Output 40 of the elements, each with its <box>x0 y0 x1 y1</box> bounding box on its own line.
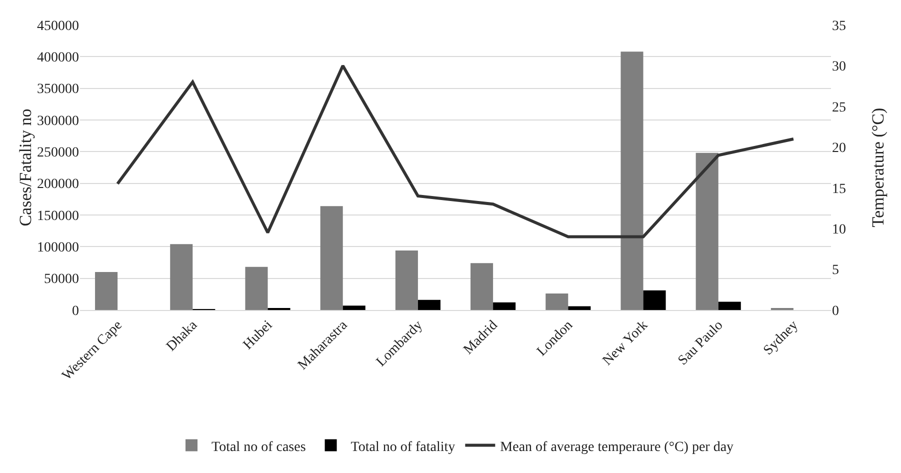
y2-tick-label: 30 <box>832 60 846 75</box>
bar <box>493 302 516 310</box>
bar <box>95 272 118 310</box>
bar <box>470 263 494 310</box>
y2-tick-label: 20 <box>832 141 846 156</box>
y-tick-label: 100000 <box>37 240 79 256</box>
bar <box>643 290 666 310</box>
bar <box>620 52 644 310</box>
bar <box>320 206 343 310</box>
line-series <box>116 64 795 238</box>
y2-tick-label: 10 <box>832 222 846 238</box>
bar <box>568 306 591 310</box>
bar <box>546 294 568 310</box>
y2-tick-label: 35 <box>832 18 846 34</box>
y2-tick-label: 25 <box>832 100 846 116</box>
bar <box>342 306 366 310</box>
y-axis-title: Cases/Fatality no <box>16 108 35 226</box>
bar <box>418 300 440 310</box>
legend-label: Total no of fatality <box>350 440 456 455</box>
y-tick-label: 300000 <box>37 114 79 129</box>
y-tick-label: 0 <box>72 304 79 319</box>
legend-label: Total no of cases <box>212 440 306 455</box>
x-tick-label: New York <box>600 318 652 369</box>
y2-tick-label: 5 <box>832 263 839 278</box>
y2-tick-label: 15 <box>832 182 846 197</box>
y-tick-label: 50000 <box>44 272 79 288</box>
y-tick-label: 250000 <box>37 146 79 161</box>
y-tick-label: 200000 <box>37 177 79 192</box>
y2-axis-title: Temperature (°C) <box>868 108 888 228</box>
y-tick-label: 350000 <box>37 82 79 98</box>
bar <box>170 244 193 310</box>
y-tick-label: 450000 <box>37 18 79 34</box>
bar <box>718 302 741 310</box>
y-tick-label: 400000 <box>37 50 79 66</box>
bar <box>696 152 718 310</box>
y2-tick-label: 0 <box>832 304 839 319</box>
bar <box>395 250 418 310</box>
bar <box>245 266 268 310</box>
y-tick-label: 150000 <box>37 208 79 224</box>
legend-label: Mean of average temperaure (°C) per day <box>500 440 734 455</box>
